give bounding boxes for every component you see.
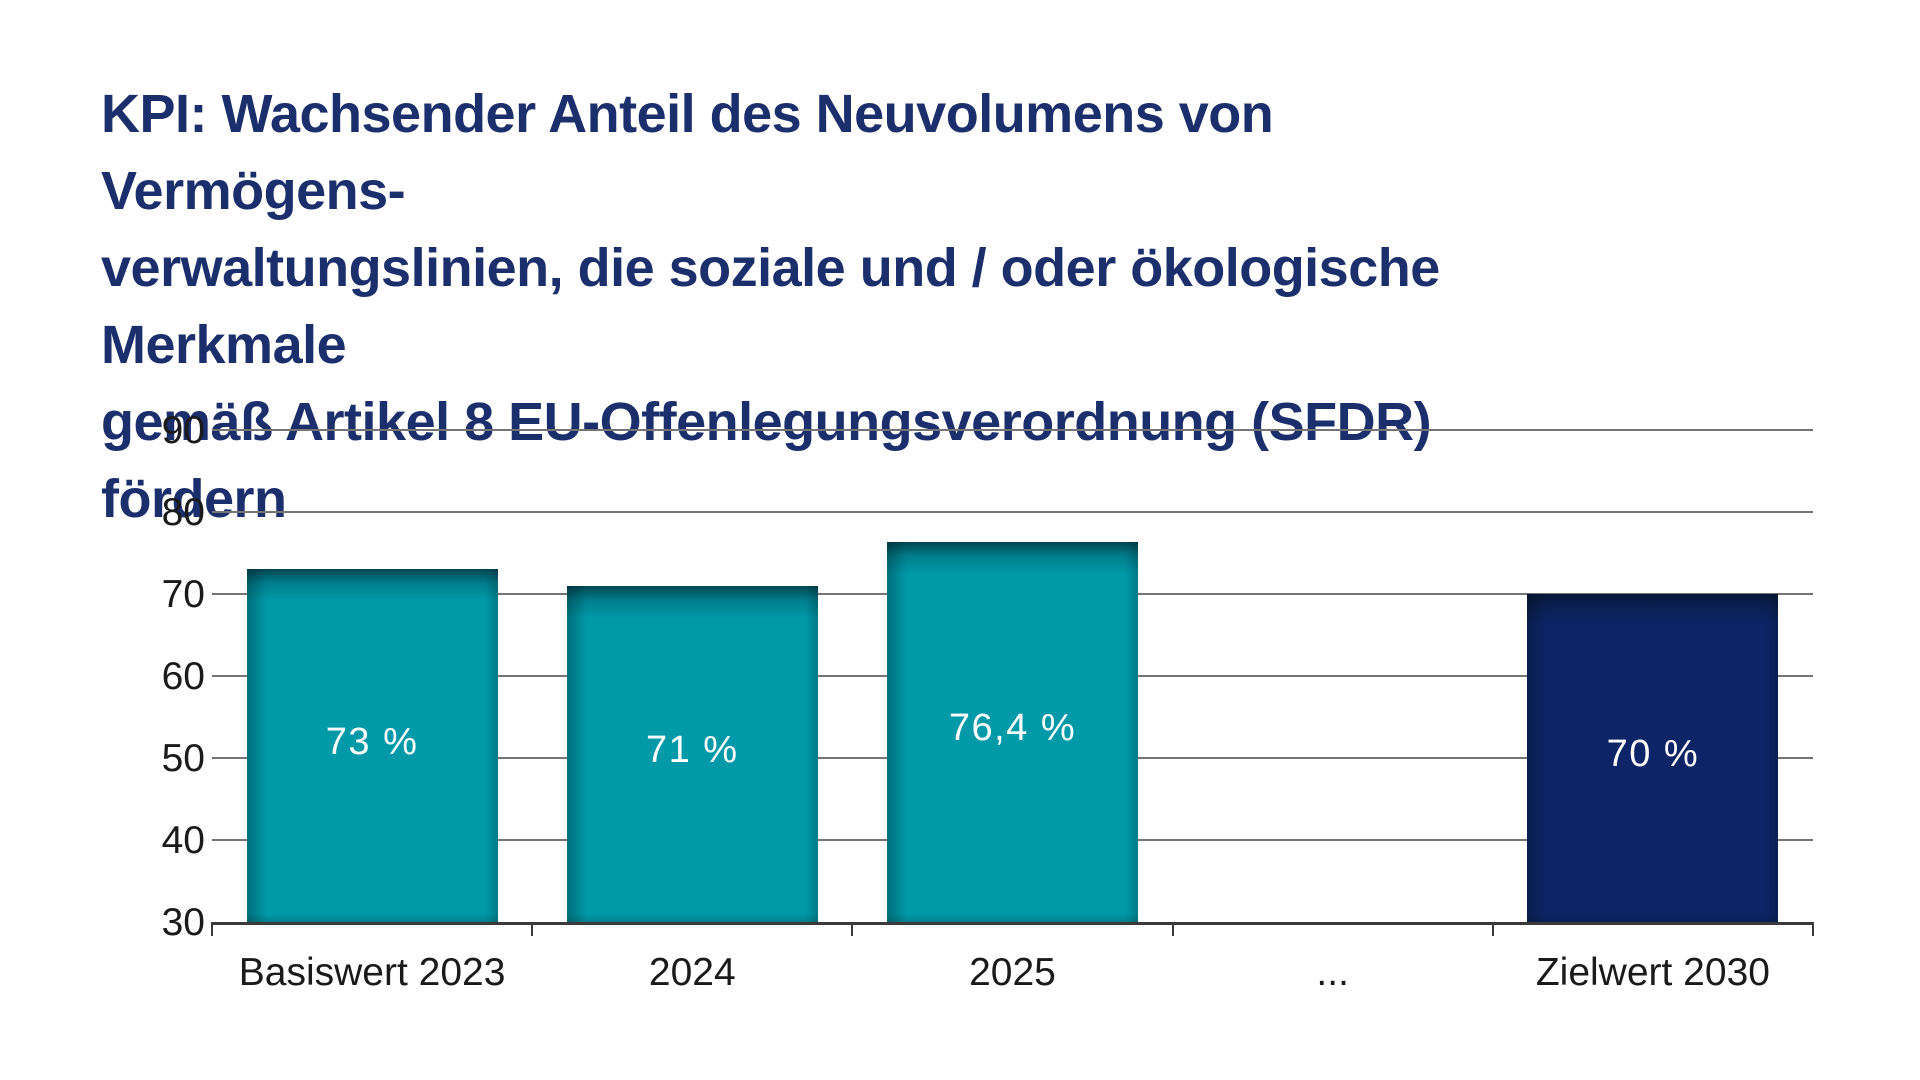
x-axis-tick xyxy=(851,922,854,936)
chart-title: KPI: Wachsender Anteil des Neuvolumens v… xyxy=(101,76,1561,538)
bar-value-label-2: 71 % xyxy=(645,728,739,771)
x-tick-label-2: 2024 xyxy=(648,951,736,994)
y-tick-label-80: 80 xyxy=(161,491,205,534)
bar-2: 71 % xyxy=(566,585,818,923)
bar-value-label-5: 70 % xyxy=(1606,733,1700,775)
x-axis-tick xyxy=(1491,922,1494,936)
x-tick-label-4: ... xyxy=(1316,951,1349,994)
x-axis-tick xyxy=(211,922,213,936)
y-tick-label-60: 60 xyxy=(161,655,205,698)
x-axis-tick xyxy=(531,922,534,936)
x-tick-label-3: 2025 xyxy=(969,951,1056,994)
chart-title-line-2: verwaltungslinien, die soziale und / ode… xyxy=(101,238,1440,375)
bar-5: 70 % xyxy=(1527,594,1779,922)
bar-1: 73 % xyxy=(246,569,498,922)
x-axis-line xyxy=(212,922,1813,925)
gridline-90 xyxy=(212,429,1813,431)
bar-3: 76,4 % xyxy=(887,541,1138,923)
y-tick-label-70: 70 xyxy=(161,573,205,616)
bar-value-label-3: 76,4 % xyxy=(948,706,1077,749)
x-tick-label-1: Basiswert 2023 xyxy=(238,951,506,994)
y-tick-label-30: 30 xyxy=(161,901,205,944)
y-tick-label-40: 40 xyxy=(161,819,205,862)
chart-title-line-1: KPI: Wachsender Anteil des Neuvolumens v… xyxy=(101,84,1274,221)
bar-value-label-1: 73 % xyxy=(325,720,419,763)
x-axis-tick xyxy=(1812,922,1814,936)
x-axis-tick xyxy=(1171,922,1174,936)
gridline-80 xyxy=(212,511,1813,513)
chart-title-line-3: gemäß Artikel 8 EU-Offenlegungsverordnun… xyxy=(101,392,1432,529)
x-tick-label-5: Zielwert 2030 xyxy=(1535,951,1770,994)
y-tick-label-50: 50 xyxy=(161,737,205,780)
y-tick-label-90: 90 xyxy=(161,409,205,452)
